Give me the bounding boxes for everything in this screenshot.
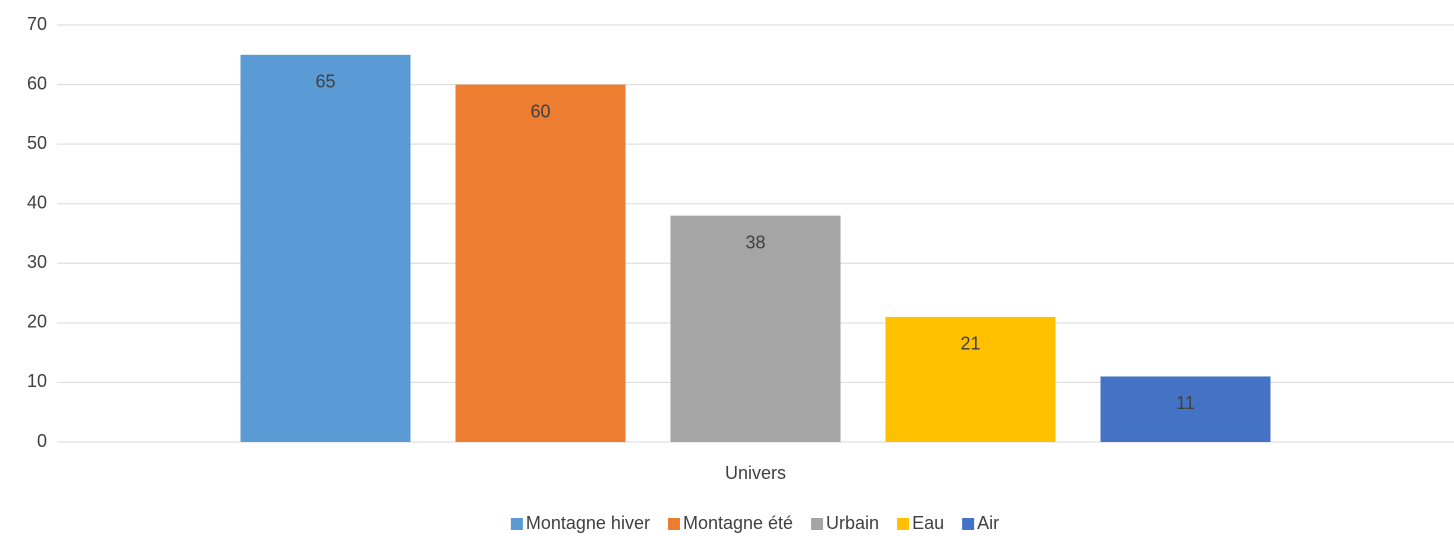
data-label: 38 — [745, 232, 765, 252]
legend-label: Air — [977, 513, 999, 533]
legend-swatch — [811, 518, 824, 530]
legend-label: Urbain — [826, 513, 879, 533]
y-tick-label: 10 — [27, 371, 47, 391]
legend-swatch — [667, 518, 680, 530]
x-tick-label: Univers — [725, 463, 786, 483]
y-tick-label: 0 — [37, 431, 47, 451]
bar — [670, 215, 841, 442]
bar — [885, 316, 1056, 442]
legend-label: Montagne été — [683, 513, 793, 533]
y-tick-label: 50 — [27, 133, 47, 153]
data-label: 11 — [1176, 393, 1195, 413]
legend-swatch — [897, 518, 910, 530]
bar — [1100, 376, 1271, 442]
bar — [240, 54, 411, 443]
data-label: 65 — [315, 72, 335, 92]
data-label: 21 — [960, 334, 980, 354]
y-tick-label: 60 — [27, 73, 47, 93]
legend-label: Eau — [912, 513, 944, 533]
legend-label: Montagne hiver — [526, 513, 650, 533]
y-tick-label: 70 — [27, 14, 47, 34]
y-tick-label: 40 — [27, 192, 47, 212]
y-tick-label: 20 — [27, 312, 47, 332]
legend-swatch — [962, 518, 975, 530]
data-label: 60 — [530, 101, 550, 121]
legend-swatch — [510, 518, 523, 530]
bar — [455, 84, 626, 443]
y-tick-label: 30 — [27, 252, 47, 272]
